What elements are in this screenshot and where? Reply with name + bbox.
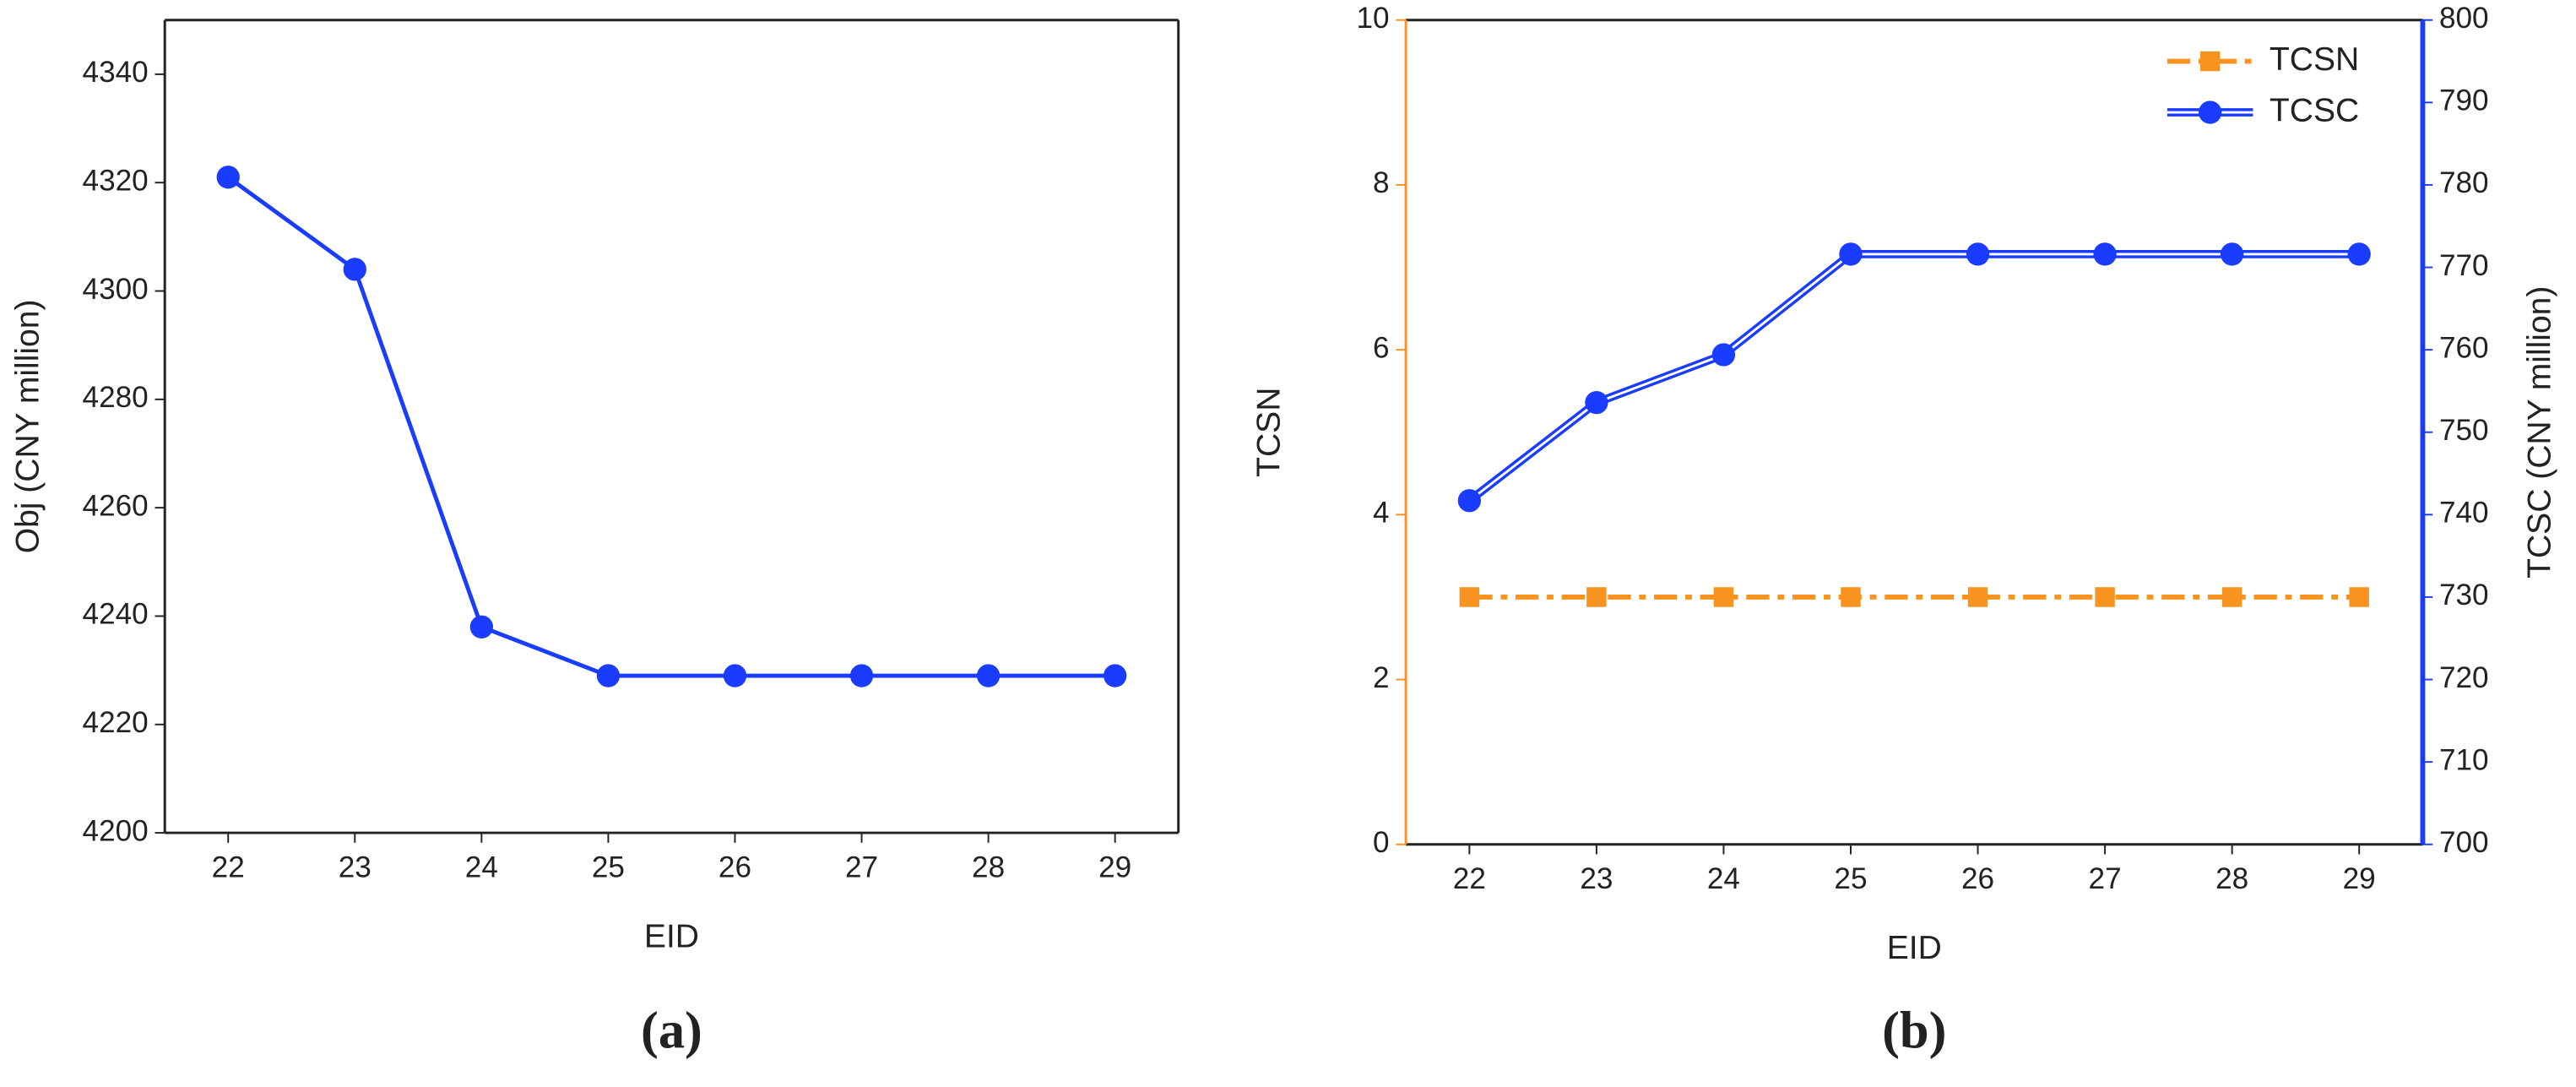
marker — [469, 615, 494, 639]
marker — [976, 664, 1001, 688]
y2-tick-label: 750 — [2439, 414, 2489, 447]
marker — [1713, 587, 1734, 607]
legend-label: TCSN — [2270, 41, 2359, 78]
series-line — [1467, 250, 2360, 504]
y-tick-label: 4320 — [83, 164, 149, 197]
marker — [1841, 587, 1861, 607]
y-tick-label: 4280 — [83, 381, 149, 414]
marker — [343, 258, 366, 281]
marker — [849, 664, 874, 688]
x-axis-label: EID — [1887, 930, 1942, 966]
x-tick-label: 24 — [1707, 862, 1740, 895]
x-tick-label: 28 — [972, 851, 1005, 883]
marker — [1711, 343, 1736, 367]
x-tick-label: 23 — [1580, 862, 1613, 895]
y-tick-label: 4220 — [83, 706, 149, 739]
marker — [2220, 242, 2244, 266]
y-tick-label: 4240 — [83, 598, 149, 631]
x-tick-label: 22 — [212, 851, 245, 883]
marker — [723, 664, 747, 688]
x-tick-label: 27 — [845, 851, 878, 883]
marker — [2093, 242, 2117, 266]
y2-tick-label: 700 — [2439, 826, 2489, 859]
y2-tick-label: 800 — [2439, 2, 2489, 35]
marker — [2198, 101, 2222, 124]
marker — [2347, 242, 2371, 266]
x-tick-label: 29 — [2343, 862, 2376, 895]
y-tick-label: 4260 — [83, 489, 149, 522]
marker — [1457, 489, 1482, 513]
series-line — [226, 175, 1115, 678]
y2-axis-label: TCSC (CNY million) — [2521, 286, 2557, 579]
y-tick-label: 2 — [1373, 661, 1390, 694]
marker — [216, 166, 240, 189]
marker — [1103, 664, 1127, 688]
marker — [1459, 587, 1480, 607]
legend-label: TCSC — [2270, 92, 2359, 128]
x-tick-label: 26 — [1961, 862, 1994, 895]
x-tick-label: 23 — [339, 851, 371, 883]
panel-label: (b) — [1882, 1001, 1946, 1060]
y-tick-label: 0 — [1373, 826, 1390, 859]
y2-tick-label: 760 — [2439, 331, 2489, 364]
y2-tick-label: 730 — [2439, 579, 2489, 611]
y-axis-label: TCSN — [1250, 388, 1287, 477]
panel-label: (a) — [641, 1001, 702, 1060]
marker — [596, 664, 621, 688]
marker — [1839, 242, 1863, 266]
y-axis-label: Obj (CNY million) — [9, 300, 46, 554]
y2-tick-label: 780 — [2439, 166, 2489, 199]
y2-tick-label: 740 — [2439, 497, 2489, 530]
x-axis-label: EID — [644, 918, 699, 954]
marker — [1586, 587, 1607, 607]
x-tick-label: 29 — [1098, 851, 1131, 883]
x-tick-label: 25 — [1834, 862, 1867, 895]
y-tick-label: 4 — [1373, 497, 1390, 530]
marker — [1966, 242, 1990, 266]
y-tick-label: 4340 — [83, 56, 149, 89]
x-tick-label: 24 — [465, 851, 498, 883]
x-tick-label: 25 — [592, 851, 625, 883]
marker — [2221, 587, 2242, 607]
y2-tick-label: 710 — [2439, 743, 2489, 776]
y-tick-label: 6 — [1373, 331, 1390, 364]
series-line-inner — [1468, 253, 2360, 502]
y2-tick-label: 720 — [2439, 661, 2489, 694]
x-tick-label: 27 — [2089, 862, 2122, 895]
y-tick-label: 10 — [1356, 2, 1389, 35]
x-tick-label: 26 — [719, 851, 751, 883]
y2-tick-label: 790 — [2439, 84, 2489, 117]
y-tick-label: 4200 — [83, 814, 149, 847]
x-tick-label: 28 — [2215, 862, 2248, 895]
y2-tick-label: 770 — [2439, 249, 2489, 282]
x-tick-label: 22 — [1453, 862, 1486, 895]
marker — [2349, 587, 2369, 607]
y-tick-label: 4300 — [83, 273, 149, 306]
marker — [2095, 587, 2115, 607]
marker — [1967, 587, 1988, 607]
y-tick-label: 8 — [1373, 166, 1390, 199]
marker — [1585, 390, 1608, 415]
marker — [2199, 51, 2221, 72]
